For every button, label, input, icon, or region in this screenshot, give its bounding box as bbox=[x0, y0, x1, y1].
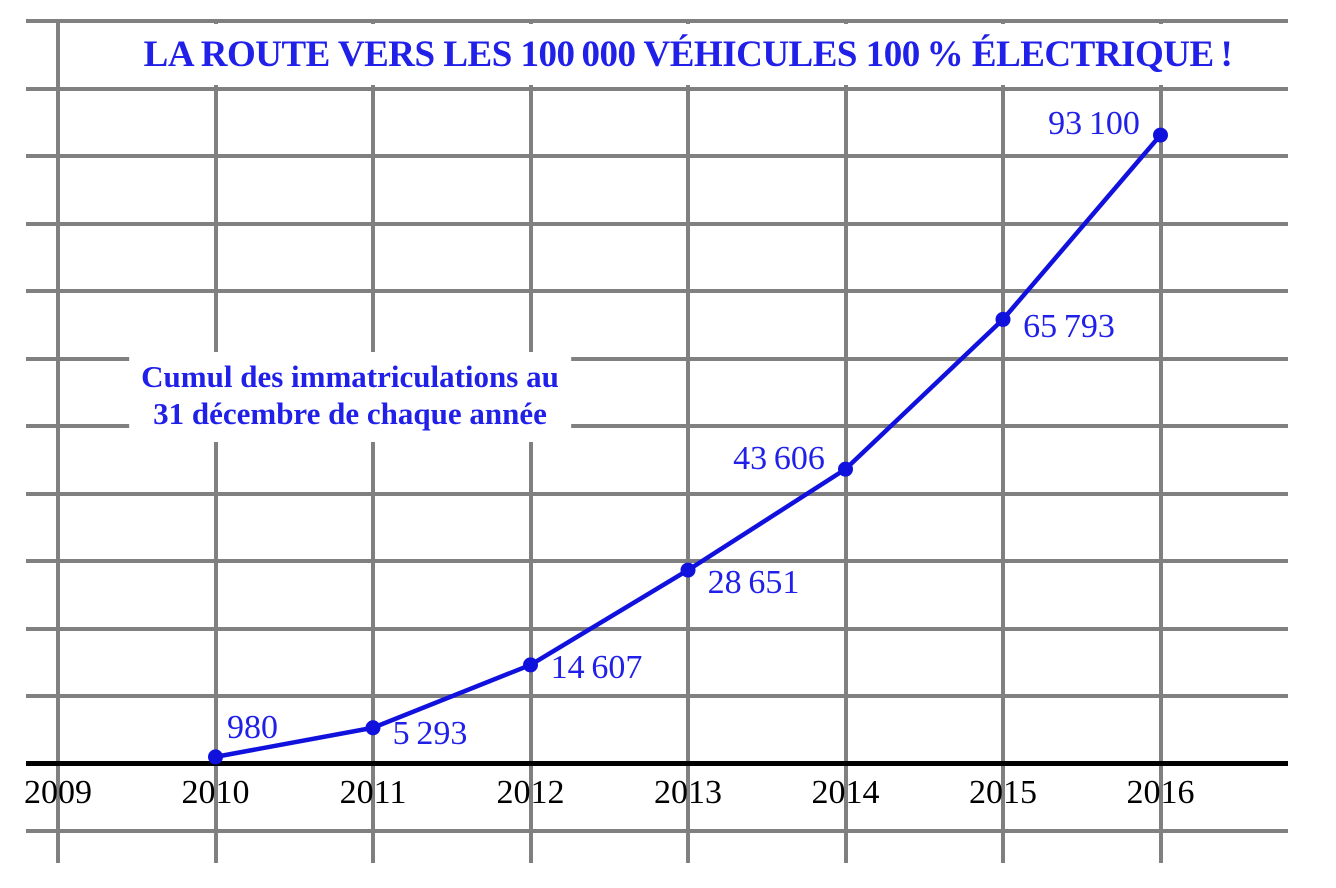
grid-line-horizontal bbox=[26, 19, 1288, 23]
grid-line-horizontal bbox=[26, 626, 1288, 631]
year-label-2009: 2009 bbox=[24, 774, 92, 811]
year-label-2012: 2012 bbox=[496, 774, 565, 811]
point-label-2010: 980 bbox=[227, 708, 278, 746]
grid-line-horizontal bbox=[26, 559, 1288, 563]
year-label-2011: 2011 bbox=[339, 774, 407, 811]
year-label-2013: 2013 bbox=[654, 774, 722, 811]
annotation-line-1: Cumul des immatriculations au bbox=[141, 359, 559, 394]
annotation-box: Cumul des immatriculations au 31 décembr… bbox=[129, 352, 571, 442]
grid-line-vertical bbox=[1001, 21, 1005, 863]
grid-line-vertical bbox=[686, 21, 690, 863]
point-label-2011: 5 293 bbox=[392, 714, 468, 752]
grid-line-vertical bbox=[1158, 21, 1163, 863]
point-label-2015: 65 793 bbox=[1023, 307, 1115, 345]
annotation-line-2: 31 décembre de chaque année bbox=[153, 396, 547, 431]
chart-title: LA ROUTE VERS LES 100 000 VÉHICULES 100 … bbox=[143, 34, 1233, 75]
grid-line-horizontal bbox=[26, 154, 1288, 158]
data-line bbox=[213, 132, 1163, 760]
grid-line-horizontal bbox=[26, 86, 1288, 91]
data-point-2012 bbox=[523, 657, 538, 673]
year-label-2014: 2014 bbox=[811, 774, 880, 811]
data-point-2016 bbox=[1153, 127, 1168, 143]
data-point-2015 bbox=[995, 311, 1011, 327]
year-label-2015: 2015 bbox=[969, 774, 1037, 811]
grid-line-horizontal bbox=[26, 694, 1288, 698]
grid-line-horizontal bbox=[26, 221, 1288, 226]
grid-line-vertical bbox=[528, 21, 533, 863]
point-label-2016: 93 100 bbox=[1048, 104, 1140, 142]
grid-line-vertical bbox=[371, 21, 375, 863]
data-point-2010 bbox=[208, 749, 223, 765]
data-point-2011 bbox=[365, 720, 381, 736]
data-point-2013 bbox=[680, 562, 696, 578]
grid-line-horizontal bbox=[26, 289, 1288, 293]
point-label-2013: 28 651 bbox=[707, 563, 800, 601]
year-label-2010: 2010 bbox=[181, 774, 250, 811]
point-label-2012: 14 607 bbox=[550, 648, 643, 686]
point-label-2014: 43 606 bbox=[733, 439, 825, 477]
x-axis-line bbox=[26, 761, 1288, 766]
grid-line-horizontal bbox=[26, 356, 1288, 361]
grid-line-vertical bbox=[56, 21, 60, 863]
grid-line-horizontal bbox=[26, 491, 1288, 496]
grid-line-horizontal bbox=[26, 829, 1288, 833]
grid-line-horizontal bbox=[26, 424, 1288, 428]
chart-title-box: LA ROUTE VERS LES 100 000 VÉHICULES 100 … bbox=[129, 24, 1247, 85]
grid-line-vertical bbox=[843, 21, 848, 863]
grid-line-vertical bbox=[213, 21, 218, 863]
year-label-2016: 2016 bbox=[1126, 774, 1195, 811]
data-point-2014 bbox=[838, 461, 853, 477]
